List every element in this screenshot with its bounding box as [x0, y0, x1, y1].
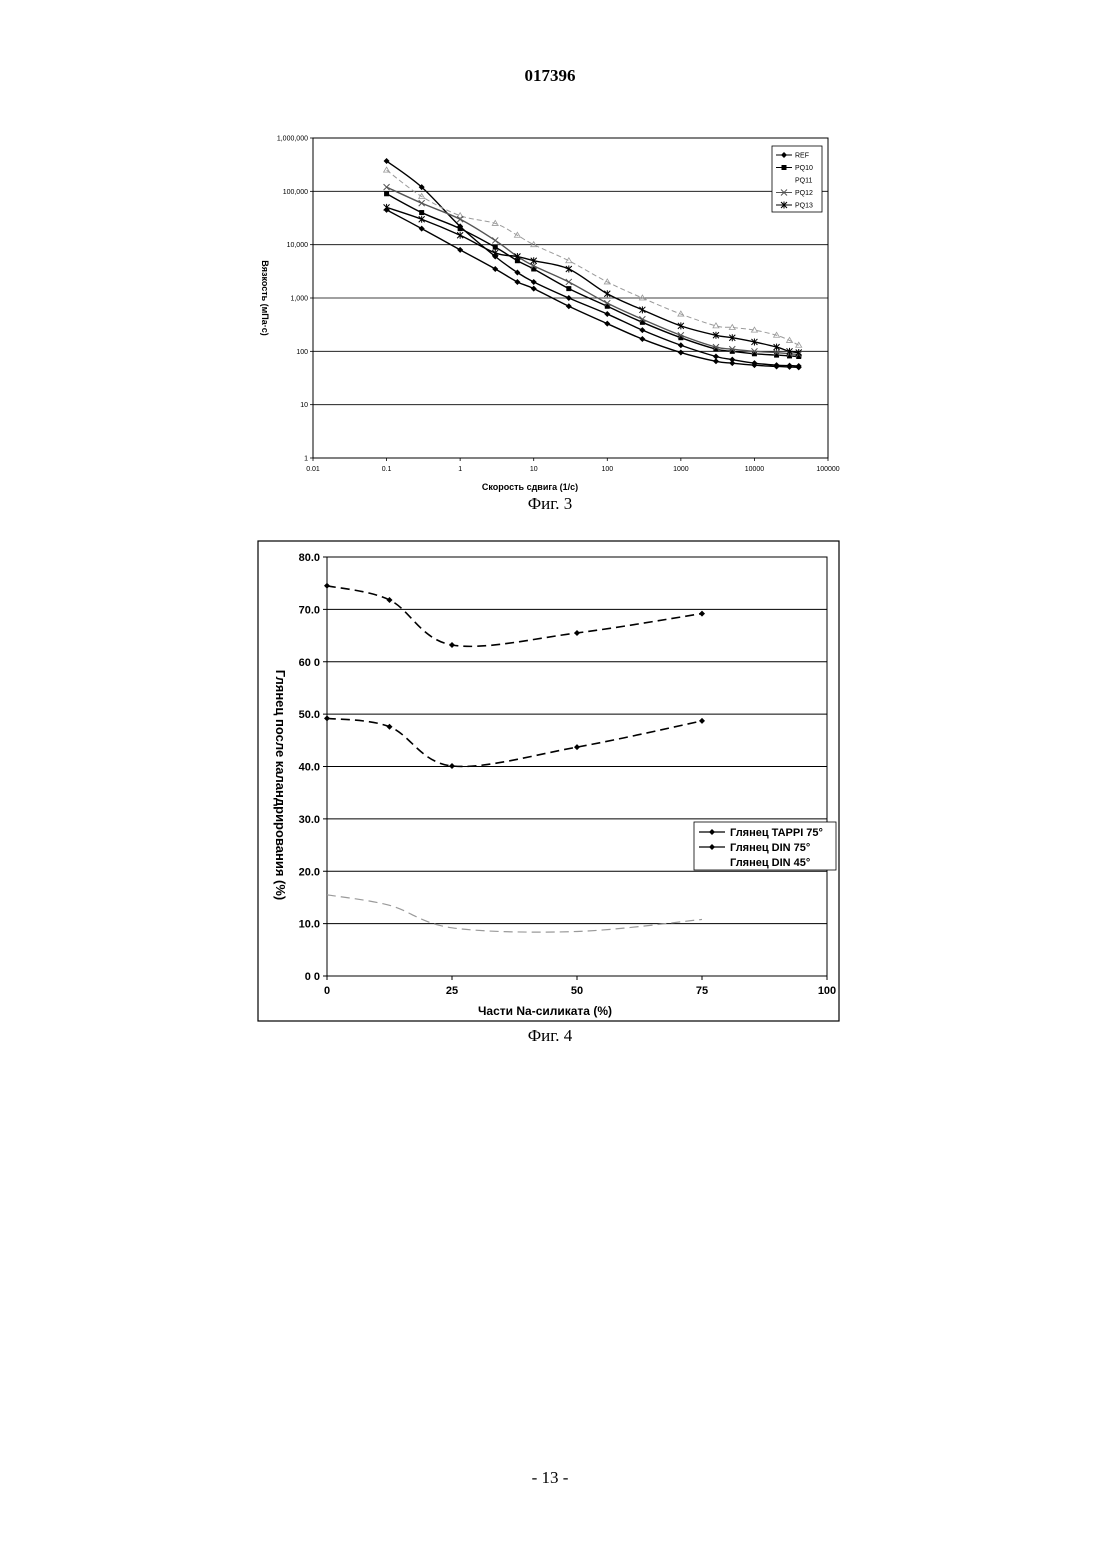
y-tick-label: 30.0: [299, 814, 320, 826]
series-1: [324, 583, 705, 648]
chart-gridlines: [323, 557, 827, 980]
data-point: [574, 744, 580, 750]
legend-label: Глянец DIN 45°: [730, 857, 810, 869]
series-line: [327, 586, 702, 647]
data-point: [699, 611, 705, 617]
data-point: [699, 718, 705, 724]
y-tick-label: 10.0: [299, 919, 320, 931]
data-point: [387, 597, 393, 603]
legend-entry: Глянец DIN 45°: [730, 857, 810, 869]
page-number: - 13 -: [0, 1468, 1100, 1488]
y-tick-label: 0 0: [305, 971, 320, 983]
x-tick-label: 75: [696, 985, 708, 997]
legend: Глянец TAPPI 75° Глянец DIN 75° Глянец DIN…: [694, 822, 836, 870]
data-point: [324, 715, 330, 721]
legend-label: Глянец DIN 75°: [730, 842, 810, 854]
series-3: [327, 895, 702, 932]
y-tick-labels: 0 0 10.0 20.0 30.0 40.0 50.0 60 0 70.0 80.0: [299, 552, 320, 983]
series-line: [327, 718, 702, 766]
x-tick-label: 25: [446, 985, 458, 997]
data-point: [387, 724, 393, 730]
figure-4-caption: Фиг. 4: [0, 1026, 1100, 1046]
data-point: [324, 583, 330, 589]
y-tick-label: 80.0: [299, 552, 320, 564]
series-lines: [324, 583, 705, 932]
x-axis-label: Части Na-силиката (%): [478, 1004, 612, 1018]
chart-outer-frame: [258, 541, 839, 1021]
series-line: [327, 895, 702, 932]
data-point: [449, 763, 455, 769]
y-tick-label: 60 0: [299, 657, 320, 669]
legend-label: Глянец TAPPI 75°: [730, 827, 823, 839]
data-point: [449, 642, 455, 648]
y-tick-label: 50.0: [299, 709, 320, 721]
series-2: [324, 715, 705, 769]
y-tick-label: 40.0: [299, 762, 320, 774]
y-axis-label: Глянец после каландрирования (%): [273, 670, 288, 900]
x-tick-label: 0: [324, 985, 330, 997]
data-point: [574, 630, 580, 636]
y-tick-label: 70.0: [299, 604, 320, 616]
x-tick-labels: 0 25 50 75 100: [324, 985, 836, 997]
y-tick-label: 20.0: [299, 866, 320, 878]
x-tick-label: 50: [571, 985, 583, 997]
x-tick-label: 100: [818, 985, 836, 997]
